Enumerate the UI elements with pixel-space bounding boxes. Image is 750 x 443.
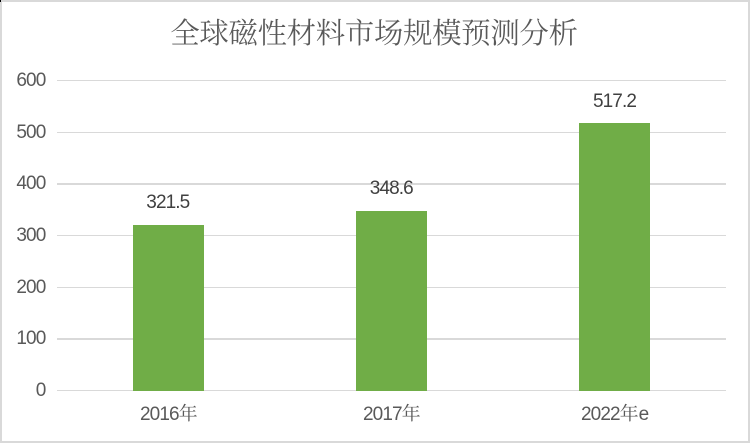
svg-text:2022: 2022 [581, 404, 620, 425]
svg-text:e: e [638, 404, 649, 425]
svg-text:2016: 2016 [140, 404, 179, 425]
svg-text:2017: 2017 [363, 404, 402, 425]
